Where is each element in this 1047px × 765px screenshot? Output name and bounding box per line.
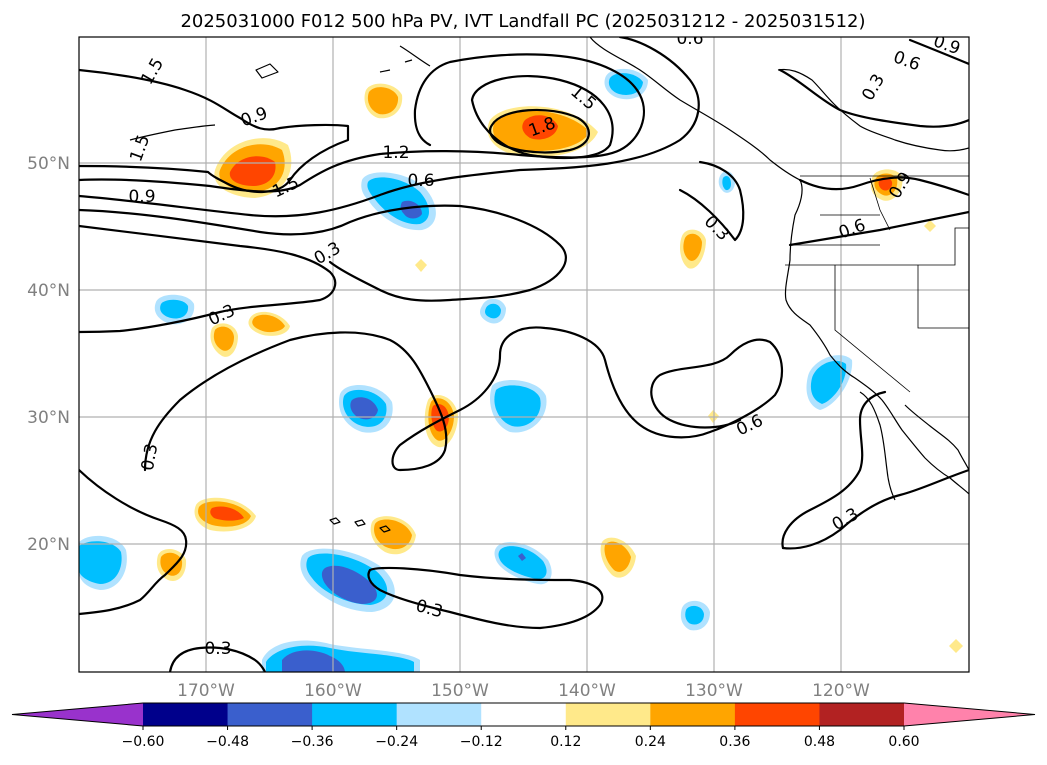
map-area: 1.5 1.5 0.9 0.9 1.2 1.5 1.8 1.5 0.6 0.3 … bbox=[79, 29, 969, 672]
colorbar-tick-label: −0.60 bbox=[122, 734, 165, 750]
negative-anomaly-178W-19N bbox=[79, 535, 127, 590]
lon-label: 130°W bbox=[685, 681, 743, 701]
positive-anomaly-131W-43N bbox=[680, 229, 706, 269]
colorbar-segment bbox=[734, 703, 820, 726]
ivt-pc-shading bbox=[79, 68, 963, 672]
contour-label: 0.9 bbox=[128, 187, 155, 207]
contour-label: 0.3 bbox=[138, 442, 162, 472]
negative-anomaly-131W-14N bbox=[680, 600, 710, 631]
colorbar-tick-label: −0.48 bbox=[206, 734, 249, 750]
map-frame bbox=[78, 36, 970, 673]
negative-anomaly-147W-39N bbox=[480, 298, 506, 324]
colorbar-tick-label: −0.12 bbox=[460, 734, 503, 750]
lat-label: 40°N bbox=[27, 281, 70, 301]
longitude-labels: 170°W 160°W 150°W 140°W 130°W 120°W bbox=[177, 681, 870, 701]
positive-anomaly-165W-37N bbox=[210, 323, 238, 357]
colorbar-extend-low bbox=[12, 703, 143, 726]
lon-label: 120°W bbox=[812, 681, 870, 701]
lon-label: 140°W bbox=[558, 681, 616, 701]
negative-anomaly-146W-30N bbox=[490, 380, 547, 433]
colorbar-segment bbox=[650, 703, 736, 726]
lat-label: 20°N bbox=[27, 535, 70, 555]
negative-anomaly-157W-48N bbox=[361, 172, 436, 231]
positive-anomaly-172W-19N bbox=[156, 548, 187, 581]
colorbar-tick-label: −0.36 bbox=[291, 734, 334, 750]
coastlines bbox=[129, 37, 969, 533]
positive-anomaly-167W-22N bbox=[194, 497, 256, 532]
colorbar-tick-label: 0.24 bbox=[635, 734, 666, 750]
contour-label: 0.6 bbox=[407, 171, 434, 191]
colorbar-tick-label: 0.36 bbox=[719, 734, 750, 750]
plot-title: 2025031000 F012 500 hPa PV, IVT Landfall… bbox=[180, 11, 865, 32]
colorbar-extend-high bbox=[904, 703, 1035, 726]
positive-anomaly-145W-53N bbox=[487, 106, 598, 157]
colorbar-segment bbox=[143, 703, 229, 726]
colorbar-tick-label: 0.48 bbox=[804, 734, 835, 750]
positive-anomaly-small-3 bbox=[924, 220, 936, 232]
graticule bbox=[79, 37, 969, 672]
colorbar-segment bbox=[565, 703, 651, 726]
positive-anomaly-157W-56N bbox=[364, 83, 403, 119]
contour-label: 0.6 bbox=[676, 29, 703, 49]
colorbar: −0.60 −0.48 −0.36 −0.24 −0.12 0.12 0.24 0.36 0.4… bbox=[11, 702, 1036, 750]
latitude-labels: 50°N 40°N 30°N 20°N bbox=[27, 154, 70, 555]
colorbar-segment bbox=[481, 703, 567, 726]
contour-label: 1.2 bbox=[382, 143, 409, 163]
colorbar-segment bbox=[227, 703, 313, 726]
lat-label: 30°N bbox=[27, 408, 70, 428]
colorbar-segment bbox=[312, 703, 398, 726]
lon-label: 160°W bbox=[304, 681, 362, 701]
lon-label: 170°W bbox=[177, 681, 235, 701]
colorbar-tick-label: 0.12 bbox=[550, 734, 581, 750]
contour-label: 0.3 bbox=[204, 639, 231, 659]
positive-anomaly-small-2 bbox=[415, 259, 427, 272]
positive-anomaly-small-4 bbox=[949, 639, 963, 653]
positive-anomaly-170W-50N bbox=[214, 138, 292, 198]
pv-contours bbox=[79, 37, 969, 672]
positive-anomaly-163W-38N bbox=[248, 311, 290, 336]
negative-anomaly-160W-10N bbox=[262, 640, 420, 672]
positive-anomaly-137W-19N bbox=[600, 537, 636, 578]
negative-anomaly-145W-19N bbox=[494, 542, 552, 585]
lat-label: 50°N bbox=[27, 154, 70, 174]
colorbar-tick-label: −0.24 bbox=[375, 734, 418, 750]
lon-label: 150°W bbox=[431, 681, 489, 701]
negative-anomaly-160W-31N bbox=[338, 384, 393, 433]
colorbar-segment bbox=[396, 703, 482, 726]
negative-anomaly-158W-17N bbox=[300, 548, 395, 612]
political-borders bbox=[785, 175, 969, 393]
negative-anomaly-173W-39N bbox=[154, 294, 195, 325]
colorbar-segment bbox=[819, 703, 905, 726]
colorbar-tick-label: 0.60 bbox=[888, 734, 919, 750]
